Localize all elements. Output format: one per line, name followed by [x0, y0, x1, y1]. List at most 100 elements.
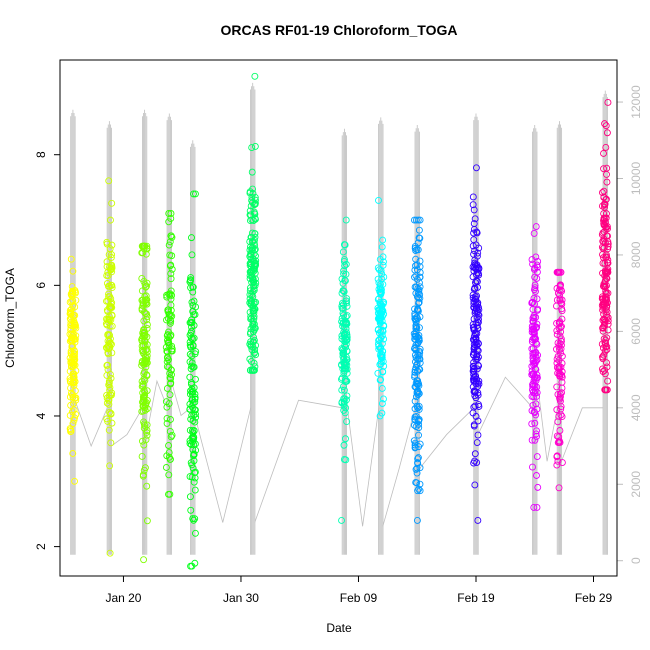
- data-point: [190, 334, 198, 342]
- data-point: [143, 300, 151, 308]
- data-point: [108, 419, 116, 427]
- data-point: [473, 459, 481, 467]
- data-point: [475, 264, 483, 272]
- data-point: [529, 401, 537, 409]
- data-point: [413, 469, 421, 477]
- data-point: [413, 246, 421, 254]
- axes-layer: 2 4 6 8 0 2000 4000 6000 8000 10000 12000 Jan 20 Jan…: [34, 85, 643, 605]
- data-point: [415, 331, 423, 339]
- data-point: [416, 487, 424, 495]
- data-point: [411, 305, 419, 313]
- data-point: [557, 328, 565, 336]
- data-point: [338, 335, 346, 343]
- data-point: [415, 485, 423, 493]
- y2-tick-label: 8000: [629, 241, 643, 268]
- data-point: [374, 196, 382, 204]
- data-point: [377, 267, 385, 274]
- data-point: [602, 214, 610, 222]
- data-point: [376, 376, 384, 384]
- data-point: [168, 371, 175, 379]
- data-point: [416, 294, 424, 302]
- data-point: [251, 245, 259, 253]
- data-point: [167, 270, 175, 278]
- data-point: [105, 319, 113, 326]
- data-point: [143, 359, 151, 367]
- data-point: [553, 432, 561, 440]
- data-point: [250, 265, 258, 273]
- data-point: [469, 324, 477, 331]
- data-point: [414, 239, 422, 247]
- data-point: [415, 298, 423, 306]
- data-point: [604, 314, 612, 321]
- data-point: [412, 478, 420, 486]
- data-point: [557, 411, 565, 419]
- data-point: [189, 302, 197, 309]
- data-point: [529, 350, 537, 357]
- data-point: [529, 463, 536, 471]
- data-point: [72, 296, 80, 304]
- altitude-connector: [477, 376, 534, 435]
- data-point: [603, 302, 611, 310]
- data-point: [167, 295, 175, 303]
- data-point: [141, 293, 149, 301]
- data-point: [600, 254, 607, 261]
- data-point: [340, 301, 347, 309]
- data-point: [412, 465, 420, 473]
- data-point: [531, 436, 539, 444]
- data-point: [68, 283, 76, 291]
- data-point: [67, 384, 75, 392]
- data-point: [604, 317, 612, 325]
- data-point: [600, 301, 608, 309]
- altitude-connector: [536, 377, 558, 462]
- data-point: [474, 431, 482, 439]
- data-point: [600, 214, 608, 222]
- data-point: [190, 516, 198, 524]
- data-point: [533, 453, 541, 461]
- data-point: [378, 270, 386, 278]
- data-point: [168, 265, 176, 273]
- data-point: [246, 189, 254, 197]
- data-point: [414, 404, 422, 412]
- data-point: [186, 278, 194, 286]
- data-point: [143, 345, 151, 353]
- data-point: [376, 288, 384, 296]
- data-point: [412, 262, 419, 270]
- data-point: [107, 439, 115, 447]
- data-point: [530, 229, 538, 237]
- data-point: [339, 319, 347, 327]
- data-point: [103, 399, 111, 407]
- altitude-connector: [74, 400, 108, 448]
- data-point: [339, 305, 347, 313]
- data-point: [413, 464, 421, 472]
- data-point: [67, 290, 75, 298]
- data-point: [104, 417, 112, 425]
- data-point: [187, 274, 195, 282]
- data-point: [67, 389, 75, 397]
- data-point: [250, 338, 258, 346]
- data-point: [413, 517, 421, 524]
- data-point: [66, 310, 74, 318]
- data-point: [604, 377, 612, 385]
- data-point: [558, 352, 566, 360]
- data-point: [528, 345, 536, 353]
- data-point: [68, 305, 75, 313]
- data-point: [415, 279, 423, 287]
- data-point: [139, 437, 146, 445]
- data-point: [375, 279, 383, 287]
- data-point: [411, 416, 419, 424]
- data-point: [469, 362, 477, 370]
- altitude-connector: [111, 407, 143, 447]
- data-point: [600, 335, 608, 343]
- data-point: [532, 287, 539, 295]
- data-point: [413, 266, 421, 274]
- data-point: [106, 408, 114, 416]
- data-point: [530, 322, 538, 330]
- data-point: [416, 291, 424, 298]
- data-point: [188, 362, 196, 370]
- data-point: [528, 436, 536, 444]
- data-point: [528, 420, 536, 428]
- data-point: [167, 210, 175, 217]
- y-tick-label: 4: [34, 412, 48, 419]
- data-point: [107, 254, 115, 261]
- data-point: [71, 477, 78, 485]
